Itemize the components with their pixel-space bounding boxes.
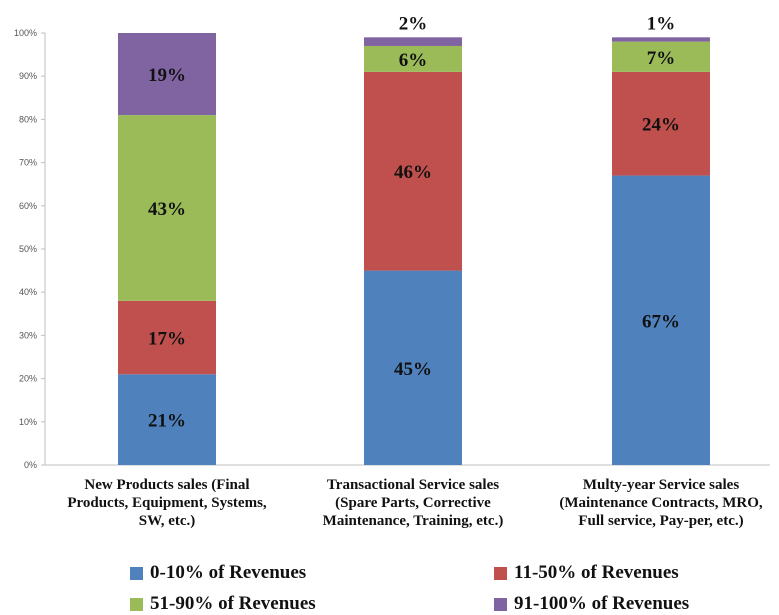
category-label: Transactional Service sales (Spare Parts,… <box>323 477 504 529</box>
legend-swatch-11-50 <box>494 566 507 580</box>
y-tick-label: 100% <box>14 28 37 38</box>
data-label: 46% <box>394 162 432 183</box>
category-label: Multy-year Service sales (Maintenance Con… <box>559 477 763 529</box>
y-tick-label: 60% <box>19 201 37 211</box>
legend-label-51-90: 51-90% of Revenues <box>150 593 316 614</box>
y-tick-label: 20% <box>19 374 37 384</box>
bar-segment <box>364 270 462 465</box>
legend-item-51-90: 51-90% of Revenues <box>130 593 316 615</box>
segment-labels: 21% 17% 43% 19% 45% 46% 6% 2% 67% 24% 7% 1% <box>148 13 680 431</box>
y-tick-label: 0% <box>24 460 37 470</box>
y-tick-label: 10% <box>19 417 37 427</box>
data-label: 21% <box>148 411 186 432</box>
x-axis-labels: New Products sales (Final Products, Equip… <box>67 477 763 529</box>
bar-segment <box>612 71 710 176</box>
data-label: 17% <box>148 329 186 350</box>
data-label: 45% <box>394 359 432 380</box>
legend-swatch-91-100 <box>494 597 507 611</box>
y-tick-label: 90% <box>19 71 37 81</box>
y-tick-label: 30% <box>19 330 37 340</box>
data-label: 1% <box>647 13 676 34</box>
legend-swatch-51-90 <box>130 597 143 611</box>
y-tick-label: 50% <box>19 244 37 254</box>
y-tick-label: 70% <box>19 158 37 168</box>
y-tick-label: 40% <box>19 287 37 297</box>
y-tick-label: 80% <box>19 114 37 124</box>
bar-segment <box>612 37 710 42</box>
data-label: 67% <box>642 311 680 332</box>
bar-segment <box>118 115 216 301</box>
legend-item-91-100: 91-100% of Revenues <box>494 593 689 615</box>
data-label: 19% <box>148 65 186 86</box>
bar-segment <box>364 45 462 72</box>
legend-item-11-50: 11-50% of Revenues <box>494 562 679 584</box>
data-label: 6% <box>399 50 428 71</box>
stacked-bar-chart: 0% 10% 20% 30% 40% 50% 60% 70% 80% 90% 100% 21% 17%… <box>14 13 770 529</box>
legend-label-11-50: 11-50% of Revenues <box>514 562 679 583</box>
bar-segment <box>118 33 216 116</box>
data-label: 2% <box>399 13 428 34</box>
data-label: 43% <box>148 199 186 220</box>
legend-label-0-10: 0-10% of Revenues <box>150 562 307 583</box>
bar-segment <box>612 175 710 465</box>
legend-item-0-10: 0-10% of Revenues <box>130 562 306 584</box>
bar-segment <box>118 300 216 375</box>
bar-segment <box>612 41 710 72</box>
legend-label-91-100: 91-100% of Revenues <box>514 593 690 614</box>
legend-swatch-0-10 <box>130 566 143 580</box>
bar-segment <box>118 374 216 465</box>
bars <box>118 33 710 465</box>
data-label: 7% <box>647 48 676 69</box>
legend: 0-10% of Revenues 11-50% of Revenues 51-… <box>0 556 779 614</box>
data-label: 24% <box>642 115 680 136</box>
category-label: New Products sales (Final Products, Equip… <box>67 477 267 529</box>
bar-segment <box>364 37 462 46</box>
bar-segment <box>364 71 462 271</box>
